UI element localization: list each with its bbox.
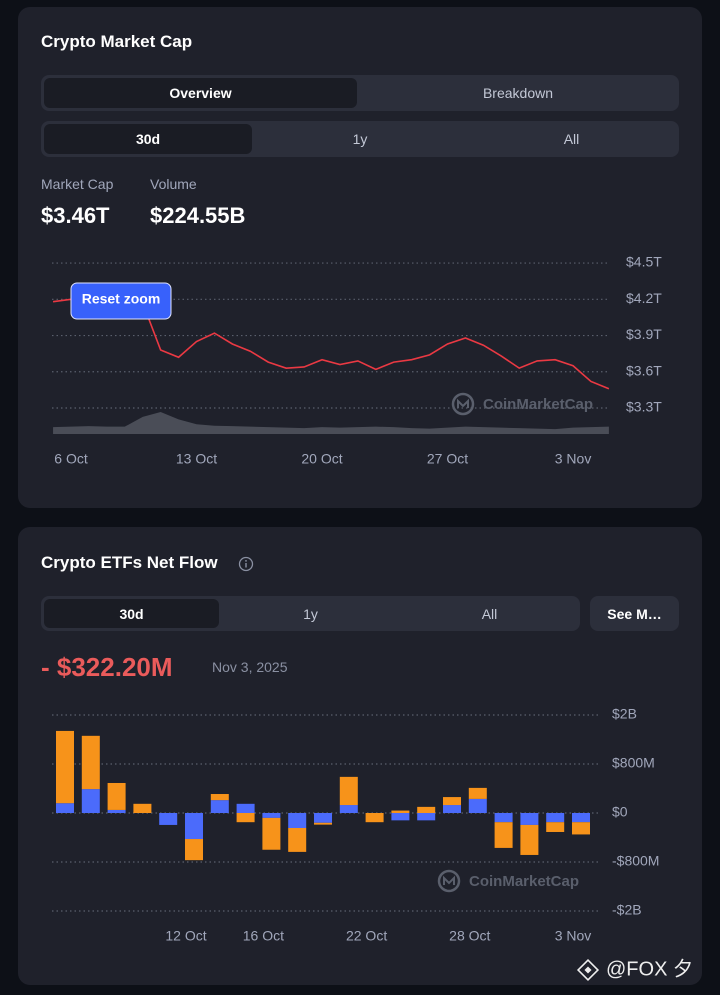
period[interactable]: All [481, 605, 498, 622]
bar-segment [236, 803, 255, 813]
info-icon[interactable] [238, 556, 254, 572]
y-tick-label: $3.6T [626, 362, 662, 378]
volume-area [53, 412, 609, 434]
y-tick-label: $3.9T [626, 326, 662, 342]
bar-segment [417, 813, 436, 821]
y-tick-label: $4.5T [626, 254, 662, 270]
bar-segment [288, 828, 307, 852]
bar-segment [159, 813, 178, 825]
bar-segment [339, 805, 358, 813]
bar-segment [288, 813, 307, 829]
y-tick-label: -$2B [612, 902, 642, 918]
stat-label: Volume [150, 176, 197, 192]
tab[interactable]: Overview [169, 85, 232, 101]
period[interactable]: 1y [352, 131, 368, 147]
bar-segment [339, 776, 358, 806]
tab[interactable]: Breakdown [482, 85, 554, 101]
bar-segment [468, 787, 487, 799]
bar-segment [546, 813, 565, 823]
y-tick-label: $4.2T [626, 290, 662, 306]
watermark-logo [443, 875, 455, 885]
watermark: CoinMarketCap [469, 873, 579, 890]
bar-segment [210, 800, 229, 813]
bar-segment [185, 813, 203, 840]
bar-segment [81, 789, 100, 813]
period[interactable]: All [563, 131, 580, 147]
see-more-button[interactable]: See M… [590, 596, 679, 631]
bar-segment [133, 803, 152, 813]
x-tick-label: 6 Oct [54, 451, 88, 467]
x-tick-label: 12 Oct [165, 928, 206, 944]
x-tick-label: 22 Oct [346, 928, 387, 944]
bar-segment [443, 805, 461, 813]
bar-segment [468, 798, 487, 813]
bar-segment [520, 813, 539, 825]
bar-segment [365, 813, 384, 823]
bar-segment [81, 735, 100, 790]
reset-zoom-label: Reset zoom [82, 291, 161, 307]
bar-segment [546, 822, 565, 832]
watermark: CoinMarketCap [483, 396, 593, 413]
tab-selected [44, 78, 357, 108]
card-title: Crypto ETFs Net Flow [41, 553, 218, 572]
period[interactable]: 30d [119, 605, 144, 622]
bar-segment [314, 813, 332, 823]
net-flow-value: - $322.20M [41, 652, 173, 682]
bar-segment [210, 794, 229, 801]
period-selected [44, 599, 219, 628]
bar-segment [236, 813, 255, 823]
bar-segment [572, 813, 590, 823]
bar-segment [56, 730, 74, 804]
watermark-logo [437, 869, 461, 893]
reset-zoom-button[interactable] [70, 282, 172, 320]
x-tick-label: 13 Oct [176, 451, 217, 467]
period-selected [44, 124, 252, 154]
footer-icon [576, 958, 600, 982]
bar-segment [56, 803, 74, 813]
watermark-logo [451, 392, 475, 416]
bar-segment [391, 810, 410, 813]
bar-segment [391, 813, 410, 821]
x-tick-label: 27 Oct [427, 451, 468, 467]
stat-value: $3.46T [41, 203, 110, 228]
watermark-logo [457, 398, 469, 408]
bar-segment [262, 813, 281, 818]
footer-watermark: @FOX 夕 [606, 957, 693, 980]
x-tick-label: 28 Oct [449, 928, 490, 944]
x-tick-label: 20 Oct [301, 451, 342, 467]
y-tick-label: -$800M [612, 853, 659, 869]
bar-segment [314, 822, 332, 825]
bar-segment [185, 839, 203, 861]
stat-value: $224.55B [150, 203, 246, 228]
x-tick-label: 3 Nov [555, 928, 592, 944]
bar-segment [572, 822, 590, 835]
y-tick-label: $800M [612, 755, 655, 771]
card-title: Crypto Market Cap [41, 32, 193, 51]
y-tick-label: $3.3T [626, 399, 662, 415]
y-tick-label: $2B [612, 706, 637, 722]
period[interactable]: 30d [135, 131, 161, 147]
x-tick-label: 3 Nov [555, 451, 592, 467]
bar-segment [494, 813, 513, 823]
x-tick-label: 16 Oct [243, 928, 284, 944]
bar-segment [443, 797, 461, 806]
bar-segment [107, 782, 126, 810]
bar-segment [262, 817, 281, 850]
y-tick-label: $0 [612, 804, 628, 820]
bar-segment [494, 822, 513, 848]
stat-label: Market Cap [41, 176, 114, 192]
bar-segment [520, 824, 539, 855]
bar-segment [107, 809, 126, 813]
bar-segment [417, 806, 436, 813]
net-flow-date: Nov 3, 2025 [212, 659, 288, 675]
period[interactable]: 1y [303, 605, 318, 622]
